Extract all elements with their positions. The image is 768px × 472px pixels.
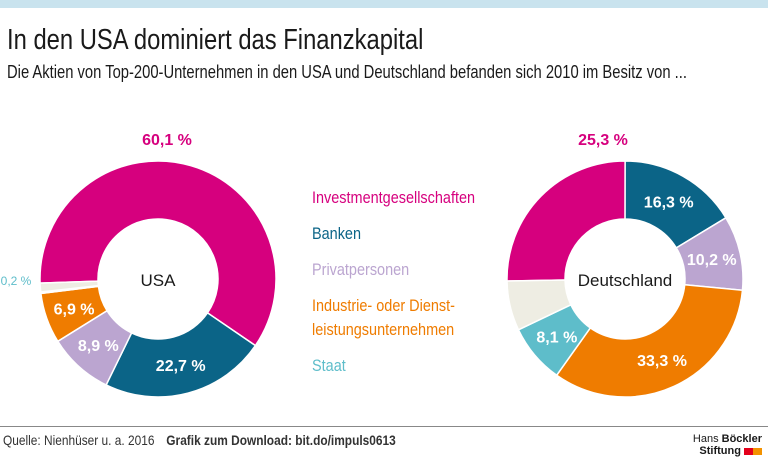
slice-label-0-2: 8,9 % — [78, 338, 119, 355]
slice-label-1-2: 10,2 % — [687, 252, 737, 269]
slice-label-1-0: 25,3 % — [578, 132, 628, 149]
slice-label-0-3: 6,9 % — [54, 302, 95, 319]
logo-red-square — [744, 447, 753, 455]
legend-banken: Banken — [312, 224, 362, 243]
center-label-0: USA — [141, 271, 177, 290]
slice-label-0-1: 22,7 % — [156, 358, 206, 375]
page-title: In den USA dominiert das Finanzkapital — [7, 24, 424, 56]
slice-label-1-1: 16,3 % — [644, 194, 694, 211]
legend-staat: Staat — [312, 356, 346, 375]
logo: Hans Böckler Stiftung — [693, 433, 762, 457]
legend-industrie: Industrie- oder Dienst- — [312, 296, 455, 315]
source: Quelle: Nienhüser u. a. 2016 Grafik zum … — [3, 432, 396, 448]
source-text: Quelle: Nienhüser u. a. 2016 — [3, 432, 155, 448]
slice-label-0-0: 60,1 % — [142, 132, 192, 149]
slice-0-0 — [39, 160, 277, 347]
page-subtitle: Die Aktien von Top-200-Unternehmen in de… — [7, 62, 687, 82]
logo-text-bold: Böckler — [721, 433, 762, 445]
slice-0-1 — [105, 311, 257, 398]
legend-industrie-2: leistungsunternehmen — [312, 320, 455, 339]
footer-divider — [0, 426, 768, 427]
slice-label-1-4: 8,1 % — [536, 329, 577, 346]
logo-text-2: Stiftung — [699, 445, 741, 457]
center-label-1: Deutschland — [578, 271, 673, 290]
legend-privat: Privatpersonen — [312, 260, 410, 279]
slice-label-1-3: 33,3 % — [637, 353, 687, 370]
slice-label-0-4: 0,2 % — [1, 274, 32, 288]
legend-investment: Investmentgesellschaften — [312, 188, 476, 207]
top-bar — [0, 0, 768, 8]
legend: Investmentgesellschaften Banken Privatpe… — [312, 188, 475, 376]
slice-1-5 — [506, 279, 572, 331]
slice-1-0 — [506, 160, 626, 282]
slice-0-5 — [39, 280, 100, 293]
logo-orange-square — [753, 447, 762, 455]
logo-text: Hans — [692, 433, 719, 445]
download-link[interactable]: Grafik zum Download: bit.do/impuls0613 — [166, 432, 396, 448]
slice-1-3 — [555, 283, 744, 398]
